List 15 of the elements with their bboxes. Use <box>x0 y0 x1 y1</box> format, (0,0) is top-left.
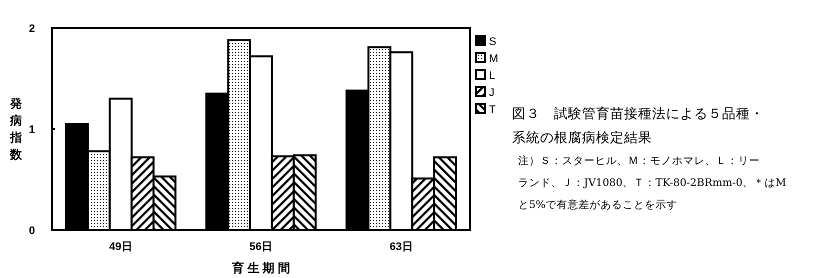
text: 図３ 試験管育苗接種法による５品種・系統の根腐病検定結果 <box>512 105 764 146</box>
legend-label: S <box>489 36 496 48</box>
y-tick-label: 1 <box>28 124 35 136</box>
y-tick-label: 2 <box>28 22 35 35</box>
y-axis-title: 発病指数 <box>9 96 23 162</box>
legend-label: L <box>489 70 496 82</box>
legend-label: M <box>489 52 498 65</box>
text: 注）Ｓ：スターヒル、Ｍ：モノホマレ、Ｌ：リーランド、Ｊ：JV1080、Ｔ：TK-80-2BRmm-0、＊はMと5%で有意差があることを示す <box>518 154 786 211</box>
x-axis-title: 育 生 期 間 <box>230 261 290 275</box>
legend-label: J <box>489 86 494 99</box>
y-tick-label: 0 <box>28 224 35 237</box>
x-tick-label: 63日 <box>390 241 413 253</box>
legend-label: T <box>489 104 496 116</box>
x-tick-label: 56日 <box>249 241 273 253</box>
x-tick-label: 49日 <box>109 241 132 253</box>
